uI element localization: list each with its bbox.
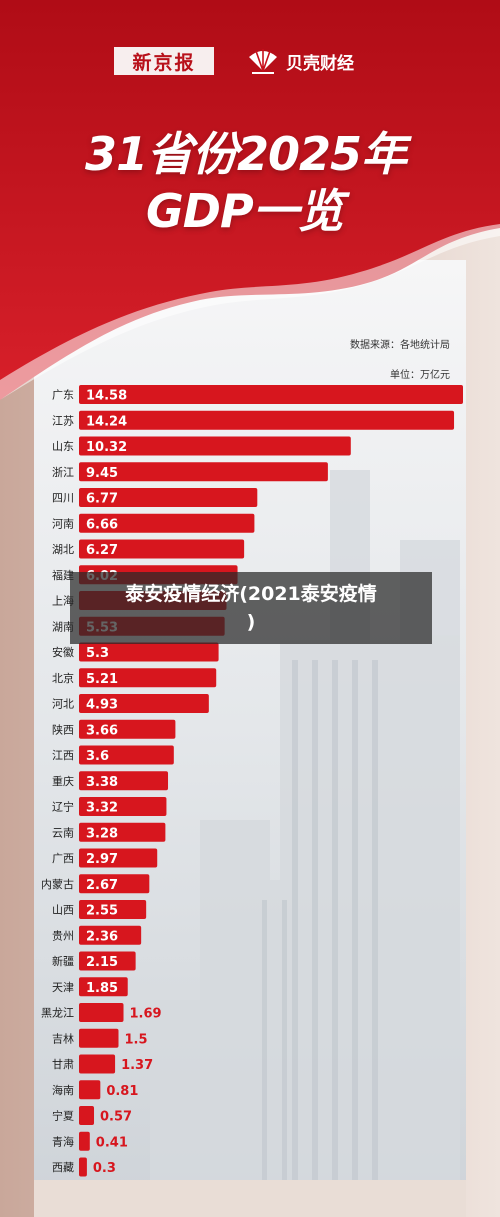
- value-label: 6.66: [86, 517, 118, 532]
- category-label: 重庆: [52, 774, 74, 788]
- category-label: 黑龙江: [41, 1007, 74, 1020]
- bar: [79, 1003, 124, 1022]
- category-label: 宁夏: [52, 1109, 74, 1123]
- value-label: 1.69: [130, 1007, 162, 1022]
- category-label: 云南: [52, 826, 74, 839]
- value-label: 10.32: [86, 440, 127, 455]
- bar: [79, 668, 217, 688]
- value-label: 14.58: [86, 389, 127, 404]
- category-label: 湖北: [52, 543, 74, 556]
- bar: [79, 719, 176, 739]
- bar: [79, 410, 455, 430]
- category-label: 山西: [52, 904, 74, 917]
- value-label: 6.27: [86, 543, 118, 558]
- value-label: 0.41: [96, 1135, 128, 1150]
- bar: [79, 462, 328, 482]
- xinjingbao-logo: 新京报: [114, 47, 214, 75]
- category-label: 广西: [52, 852, 74, 865]
- category-label: 江西: [52, 749, 74, 762]
- category-label: 辽宁: [52, 800, 74, 814]
- bar: [79, 797, 167, 816]
- shell-icon: [249, 49, 277, 74]
- category-label: 河南: [52, 517, 74, 530]
- bar: [79, 874, 150, 894]
- bar: [79, 436, 351, 456]
- article-title-overlay[interactable]: 泰安疫情经济(2021泰安疫情 ): [70, 572, 432, 644]
- bar: [79, 1106, 95, 1125]
- value-label: 5.3: [86, 646, 109, 661]
- category-label: 安徽: [52, 645, 74, 659]
- value-label: 2.97: [86, 852, 118, 867]
- category-label: 海南: [52, 1083, 74, 1097]
- value-label: 0.3: [93, 1161, 116, 1176]
- value-label: 2.67: [86, 878, 118, 893]
- category-label: 西藏: [52, 1161, 74, 1174]
- category-label: 青海: [52, 1134, 74, 1148]
- bar: [79, 848, 158, 868]
- category-label: 山东: [52, 440, 74, 453]
- value-label: 3.66: [86, 723, 118, 738]
- bar: [79, 1028, 119, 1048]
- value-label: 2.55: [86, 904, 118, 919]
- value-label: 0.57: [100, 1110, 132, 1125]
- beike-caijing-logo: 贝壳财经: [246, 46, 354, 76]
- category-label: 甘肃: [52, 1058, 74, 1071]
- category-label: 上海: [52, 594, 74, 608]
- data-source-note: 数据来源：各地统计局: [350, 340, 450, 351]
- bar: [79, 822, 166, 842]
- bar: [79, 488, 258, 507]
- page-title-line1: 31省份2025年: [85, 127, 407, 181]
- value-label: 3.28: [86, 826, 118, 841]
- bar: [79, 977, 128, 997]
- bar: [79, 900, 147, 919]
- bar: [79, 1157, 87, 1177]
- category-label: 贵州: [52, 929, 74, 942]
- category-label: 江苏: [52, 414, 74, 427]
- bar: [79, 539, 245, 559]
- value-label: 5.21: [86, 672, 118, 687]
- bar: [79, 745, 174, 765]
- bar: [79, 925, 142, 945]
- bar: [79, 385, 463, 404]
- category-label: 陕西: [52, 722, 74, 736]
- category-label: 湖南: [52, 620, 74, 633]
- category-label: 内蒙古: [41, 877, 74, 891]
- value-label: 6.77: [86, 492, 118, 507]
- bar: [79, 513, 255, 533]
- category-label: 广东: [52, 389, 74, 402]
- value-label: 3.32: [86, 801, 118, 816]
- value-label: 2.15: [86, 955, 118, 970]
- bar: [79, 771, 169, 791]
- bar: [79, 1131, 90, 1151]
- bar: [79, 1054, 116, 1074]
- beike-caijing-label: 贝壳财经: [286, 53, 354, 74]
- category-label: 浙江: [52, 466, 74, 479]
- unit-note: 单位：万亿元: [390, 370, 450, 381]
- overlay-line1: 泰安疫情经济(2021泰安疫情: [125, 583, 377, 605]
- value-label: 1.5: [125, 1032, 148, 1047]
- bar: [79, 642, 219, 662]
- value-label: 9.45: [86, 466, 118, 481]
- category-label: 新疆: [52, 954, 74, 968]
- category-label: 北京: [52, 671, 74, 685]
- value-label: 2.36: [86, 929, 118, 944]
- bar: [79, 951, 136, 971]
- category-label: 天津: [52, 981, 74, 994]
- overlay-line2: ): [246, 611, 256, 633]
- category-label: 福建: [52, 568, 74, 582]
- category-label: 吉林: [52, 1031, 74, 1045]
- category-label: 四川: [52, 492, 74, 505]
- bar: [79, 1080, 101, 1100]
- value-label: 1.85: [86, 981, 118, 996]
- value-label: 3.6: [86, 749, 109, 764]
- value-label: 14.24: [86, 414, 127, 429]
- value-label: 1.37: [121, 1058, 153, 1073]
- page-title-line2: GDP一览: [146, 184, 344, 238]
- value-label: 4.93: [86, 698, 118, 713]
- category-label: 河北: [52, 698, 74, 711]
- value-label: 0.81: [106, 1084, 138, 1099]
- bar: [79, 694, 209, 713]
- value-label: 3.38: [86, 775, 118, 790]
